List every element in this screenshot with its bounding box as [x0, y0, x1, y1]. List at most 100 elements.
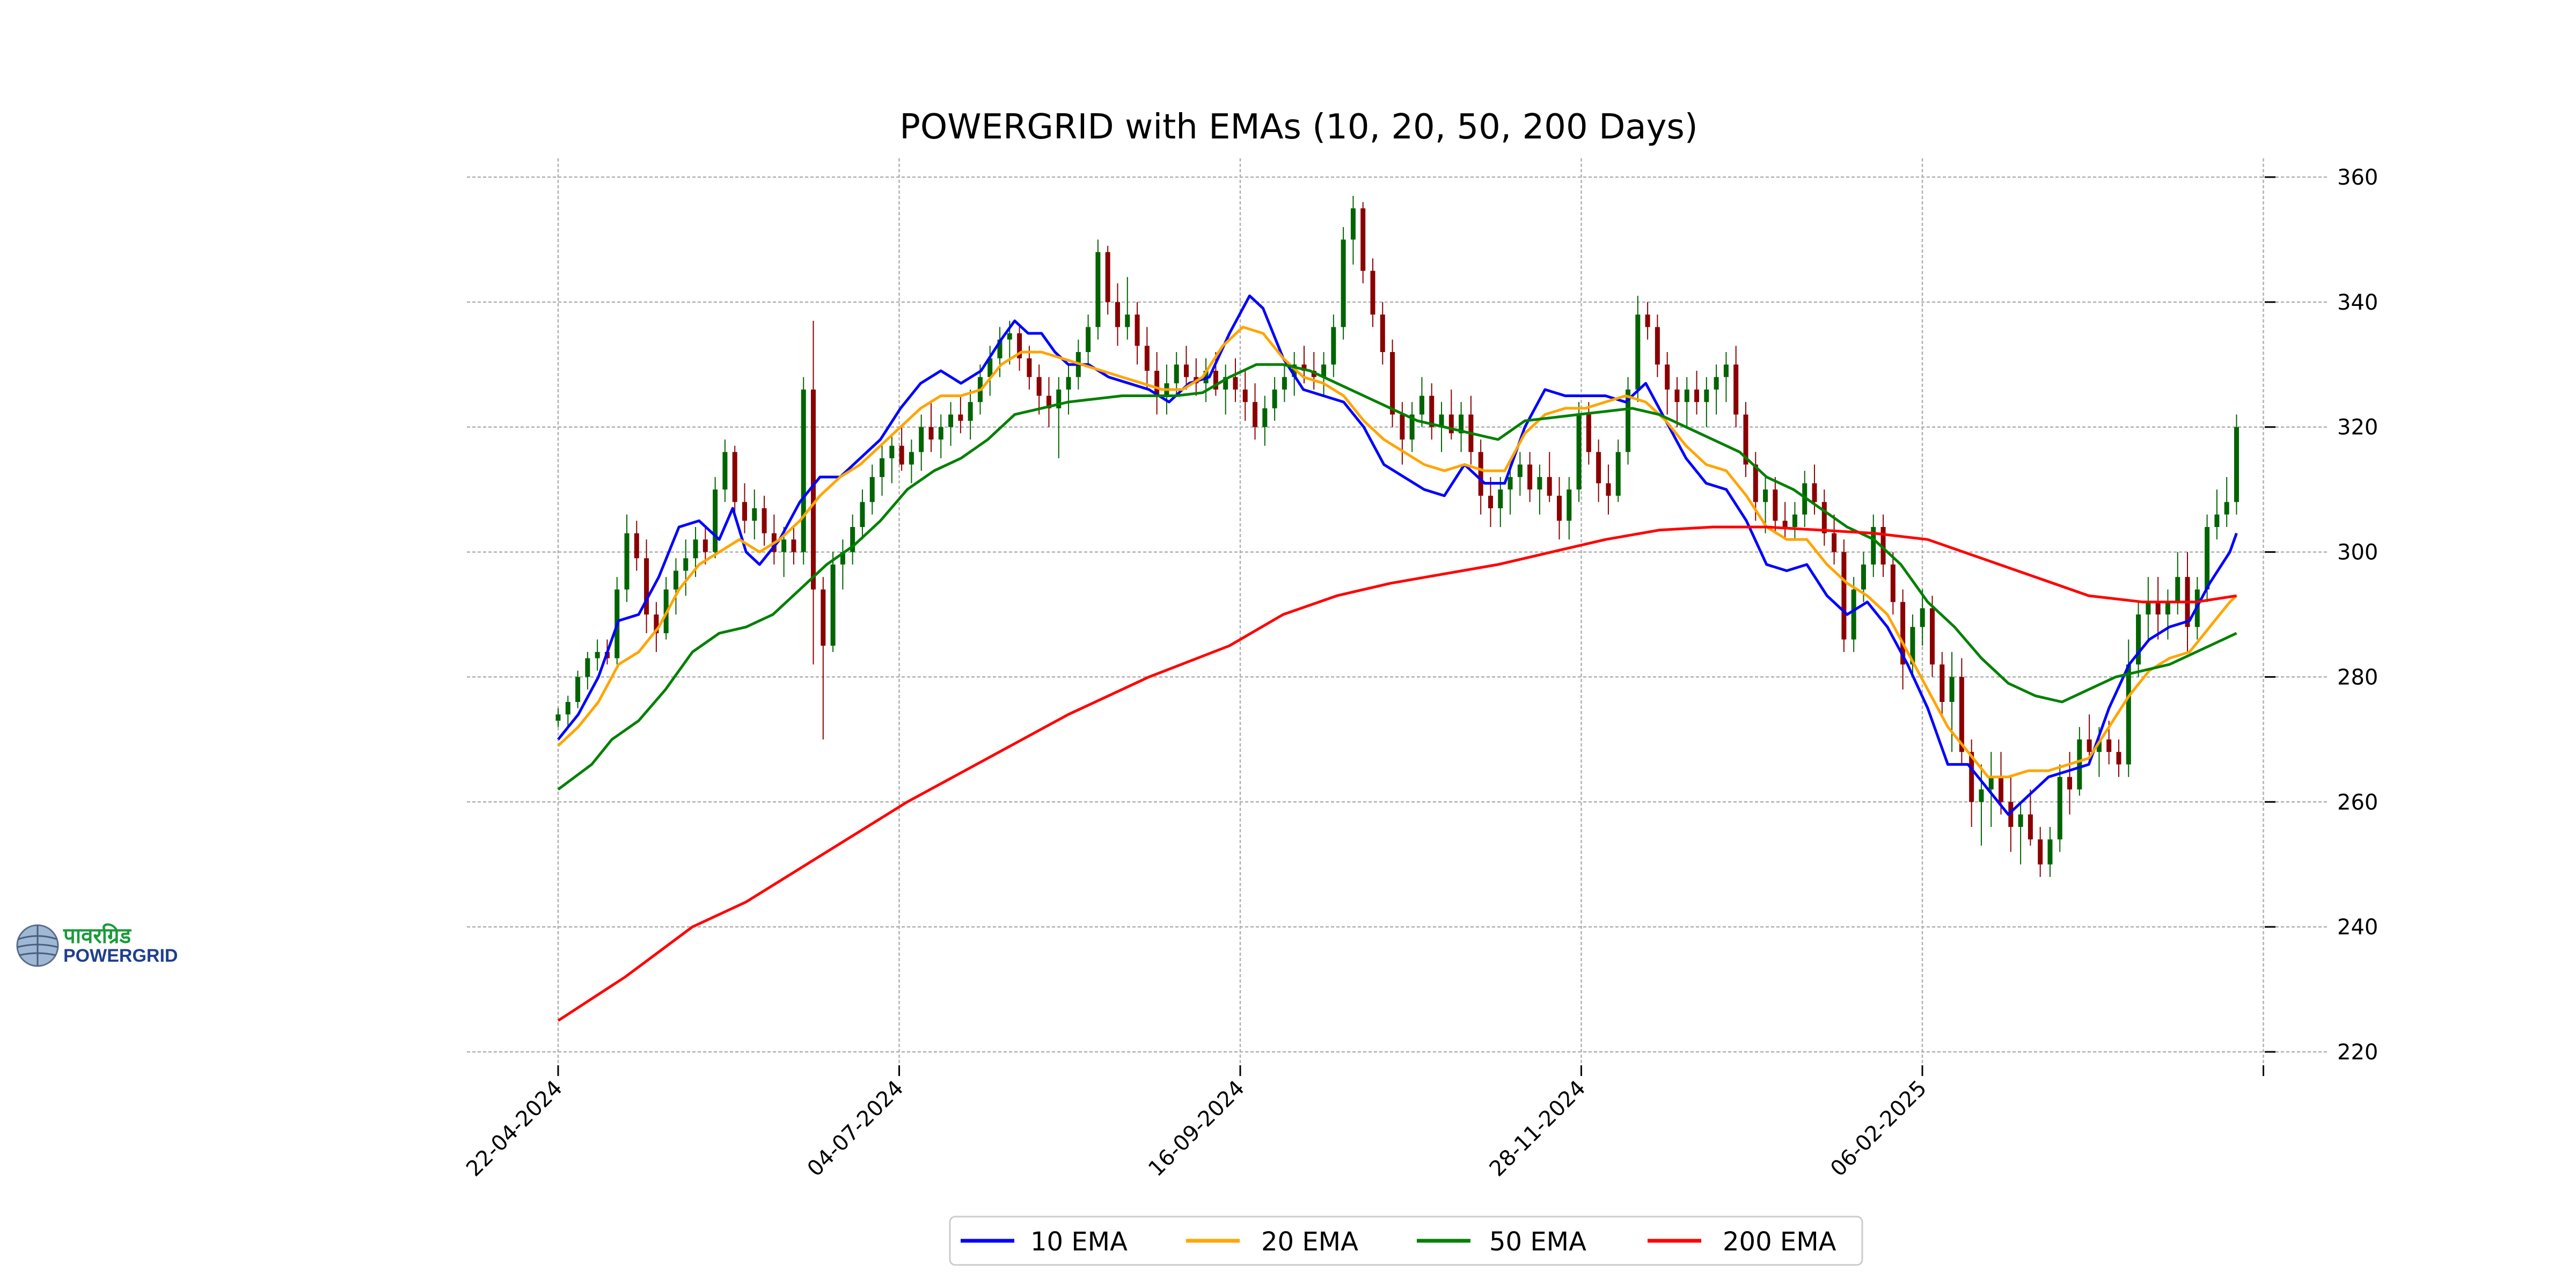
powergrid-logo: पावरग्रिड POWERGRID: [16, 923, 178, 967]
candle-body: [1929, 608, 1935, 665]
candle-body: [1733, 364, 1739, 415]
svg-text:POWERGRID: POWERGRID: [63, 946, 178, 966]
candle-body: [1694, 389, 1700, 402]
candle-body: [1419, 396, 1424, 415]
candle-body: [1615, 452, 1621, 496]
candle-body: [1547, 477, 1552, 496]
candle-body: [1763, 489, 1768, 502]
legend-label-10-ema: 10 EMA: [1030, 1227, 1128, 1257]
candle-body: [781, 539, 787, 552]
candle-body: [2146, 602, 2151, 614]
candle-body: [1557, 495, 1562, 521]
legend-label-50-ema: 50 EMA: [1489, 1227, 1586, 1257]
candle-body: [1409, 414, 1415, 440]
candle-body: [1586, 414, 1591, 452]
candle-body: [909, 452, 914, 465]
candlesticks: [555, 195, 2239, 877]
candle-body: [565, 702, 570, 715]
candle-body: [1743, 414, 1748, 465]
candle-body: [1753, 464, 1758, 502]
candle-body: [2087, 739, 2092, 752]
y-tick-label: 320: [2337, 415, 2378, 440]
candle-body: [1792, 514, 1797, 527]
candle-body: [2067, 777, 2073, 789]
candle-body: [1390, 352, 1395, 415]
candle-body: [2077, 739, 2082, 789]
candle-body: [2205, 527, 2210, 590]
candle-body: [1262, 408, 1268, 427]
candle-body: [2165, 602, 2170, 614]
candle-body: [2096, 739, 2102, 752]
candle-body: [2234, 427, 2239, 502]
chart-title: POWERGRID with EMAs (10, 20, 50, 200 Day…: [899, 107, 1698, 147]
candle-body: [1007, 333, 1012, 340]
candle-body: [1341, 239, 1346, 327]
candle-body: [1350, 208, 1356, 240]
candle-body: [702, 539, 708, 552]
candle-body: [1645, 314, 1650, 327]
candle-body: [869, 477, 875, 502]
candle-body: [958, 414, 963, 421]
candle-body: [1665, 364, 1670, 390]
candle-body: [2116, 752, 2121, 765]
candle-body: [2028, 814, 2033, 840]
candle-body: [1626, 389, 1631, 452]
legend: 10 EMA 20 EMA 50 EMA 200 EMA: [949, 1216, 1863, 1266]
y-tick-label: 360: [2337, 165, 2378, 190]
candle-body: [1135, 314, 1140, 346]
candle-body: [1999, 777, 2004, 802]
candle-body: [1674, 389, 1680, 402]
candle-body: [1910, 627, 1915, 665]
candle-body: [732, 452, 737, 502]
candle-body: [1086, 327, 1091, 352]
candle-body: [1301, 364, 1307, 371]
candle-body: [1782, 521, 1788, 527]
candle-body: [1969, 752, 1974, 802]
candle-body: [801, 389, 806, 552]
candle-body: [644, 558, 649, 614]
candle-body: [1537, 477, 1542, 490]
candle-body: [997, 339, 1002, 358]
candle-body: [2008, 802, 2014, 827]
y-tick-label: 220: [2337, 1040, 2378, 1065]
candle-body: [1940, 664, 1945, 702]
candle-body: [1400, 414, 1405, 440]
candle-body: [889, 445, 895, 458]
candle-body: [2136, 614, 2141, 665]
candle-body: [1223, 377, 1228, 390]
candle-body: [555, 714, 561, 721]
candle-body: [1900, 602, 1906, 665]
ema-line-20-ema: [557, 325, 2238, 779]
candle-body: [1036, 377, 1042, 396]
candle-body: [1370, 270, 1375, 315]
candle-body: [1115, 302, 1120, 327]
candle-body: [928, 427, 934, 440]
candle-body: [1144, 346, 1150, 371]
candle-body: [693, 539, 698, 559]
candle-body: [1704, 389, 1709, 402]
candle-body: [1832, 533, 1837, 552]
candle-body: [2018, 814, 2023, 827]
candle-body: [1066, 377, 1071, 390]
candle-body: [1890, 564, 1896, 602]
candle-body: [1233, 377, 1238, 390]
candle-body: [1851, 589, 1856, 640]
candle-body: [1253, 402, 1258, 427]
candle-body: [1880, 527, 1886, 565]
candle-body: [1723, 364, 1729, 377]
candle-body: [1174, 364, 1179, 384]
candle-body: [850, 527, 855, 552]
candle-body: [987, 358, 993, 377]
candle-body: [1380, 314, 1385, 352]
legend-label-20-ema: 20 EMA: [1261, 1227, 1358, 1257]
candle-body: [2038, 839, 2043, 865]
legend-label-200-ema: 200 EMA: [1723, 1227, 1836, 1257]
candle-body: [624, 533, 630, 590]
candle-body: [1635, 314, 1641, 390]
ema-lines: [557, 294, 2238, 1022]
candle-body: [2224, 502, 2229, 515]
candle-body: [2047, 839, 2053, 865]
candle-body: [840, 552, 845, 565]
